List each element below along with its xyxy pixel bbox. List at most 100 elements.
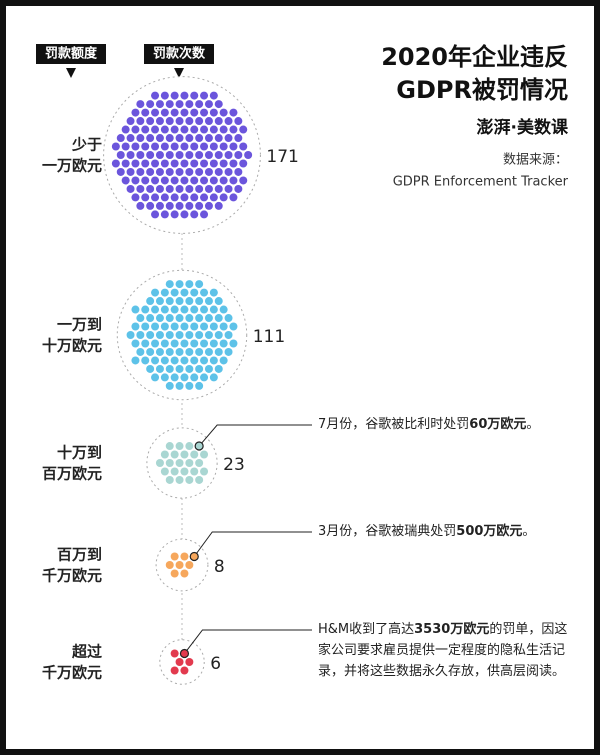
dot [185, 297, 194, 306]
dot [170, 210, 179, 219]
dot-cluster [111, 91, 253, 219]
dot [165, 314, 174, 323]
dot [170, 569, 179, 578]
dot [209, 91, 218, 100]
dot [165, 151, 174, 159]
dot [195, 347, 204, 356]
dot [121, 176, 130, 185]
dot [209, 339, 218, 348]
dot [180, 288, 189, 297]
dot [126, 167, 135, 176]
dot [200, 159, 209, 168]
dot [214, 134, 223, 143]
arrow [66, 68, 76, 78]
annotation-text: 。 [522, 524, 536, 539]
dot [131, 142, 140, 151]
dot [146, 117, 155, 126]
dot [151, 142, 160, 151]
dot [151, 288, 160, 297]
dot [234, 151, 243, 159]
dot [141, 305, 150, 314]
dot [170, 176, 179, 185]
dot [180, 356, 189, 365]
dot [200, 450, 209, 459]
dot [165, 134, 174, 143]
dot [175, 314, 184, 323]
dot [170, 125, 179, 134]
dot [151, 210, 160, 219]
dot [209, 125, 218, 134]
dot [219, 339, 228, 348]
category-label: 百万欧元 [42, 465, 102, 483]
dot [200, 339, 209, 348]
dot [190, 210, 199, 219]
dot [190, 356, 199, 365]
dot [204, 151, 213, 159]
dot [170, 159, 179, 168]
dot [219, 159, 228, 168]
anchor-dot [189, 551, 199, 562]
dot [146, 331, 155, 339]
dot [195, 280, 204, 289]
dot [155, 364, 164, 373]
dot [175, 381, 184, 390]
annotation-text: H&M收到了高达 [318, 622, 415, 637]
dot [239, 125, 248, 134]
dot [141, 159, 150, 168]
dot [200, 467, 209, 476]
dot [190, 193, 199, 202]
dot [185, 184, 194, 193]
dot [214, 151, 223, 159]
dot [146, 364, 155, 373]
annotation-text: 3530万欧元 [414, 622, 490, 637]
dot [204, 314, 213, 323]
dot [160, 159, 169, 168]
dot [219, 356, 228, 365]
dot [116, 167, 125, 176]
category-label: 一万欧元 [42, 157, 102, 175]
dot [170, 91, 179, 100]
dot [131, 176, 140, 185]
dot [229, 176, 238, 185]
dot [170, 288, 179, 297]
dot [170, 305, 179, 314]
dot [136, 201, 145, 210]
value-label: 171 [266, 147, 298, 167]
dot [165, 459, 174, 467]
annotation-line [198, 424, 312, 447]
dot [229, 159, 238, 168]
dot [190, 339, 199, 348]
dot [224, 151, 233, 159]
dot [170, 108, 179, 117]
dot [200, 305, 209, 314]
dot [175, 280, 184, 289]
dot [185, 201, 194, 210]
anchor-dot [194, 441, 204, 451]
dot [200, 125, 209, 134]
dot [185, 364, 194, 373]
dot [180, 108, 189, 117]
dot [146, 167, 155, 176]
source-label: 数据来源： [503, 153, 568, 168]
annotation: 7月份，谷歌被比利时处罚60万欧元。 [318, 414, 580, 435]
dot [234, 117, 243, 126]
dot [214, 167, 223, 176]
category-label: 百万到 [57, 546, 102, 564]
category-label: 十万欧元 [42, 337, 102, 355]
dot [244, 151, 253, 159]
dot [175, 297, 184, 306]
dot [195, 459, 204, 467]
dot [175, 658, 184, 666]
dot [131, 356, 140, 365]
dot [165, 297, 174, 306]
category-label: 十万到 [57, 444, 102, 462]
value-label: 6 [210, 654, 221, 674]
dot [121, 142, 130, 151]
dot [155, 100, 164, 109]
dot [204, 364, 213, 373]
dot [151, 339, 160, 348]
dot [141, 176, 150, 185]
dot [200, 210, 209, 219]
dot [136, 347, 145, 356]
